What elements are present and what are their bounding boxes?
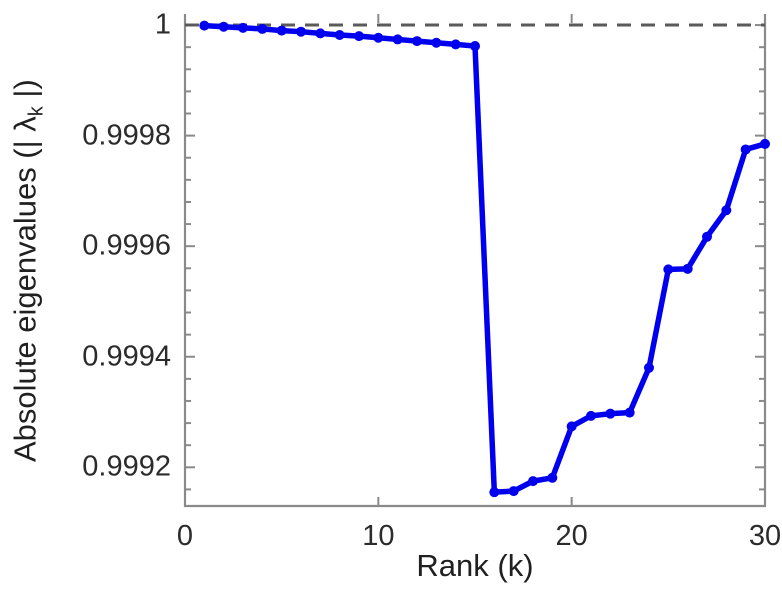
y-tick-label: 1 bbox=[154, 8, 171, 41]
data-point-marker bbox=[586, 410, 596, 421]
data-point-marker bbox=[334, 30, 345, 41]
data-point-marker bbox=[740, 144, 751, 155]
data-point-marker bbox=[199, 20, 210, 31]
data-point-marker bbox=[721, 205, 732, 216]
y-tick-label: 0.9992 bbox=[82, 450, 171, 483]
y-tick-label: 0.9996 bbox=[82, 229, 171, 262]
data-point-marker bbox=[450, 39, 461, 50]
data-point-marker bbox=[624, 407, 635, 418]
x-tick-label: 0 bbox=[176, 520, 194, 552]
data-point-marker bbox=[760, 138, 770, 149]
y-tick-label: 0.9998 bbox=[82, 119, 171, 152]
data-point-marker bbox=[644, 362, 654, 373]
x-tick-label: 20 bbox=[555, 520, 588, 552]
y-tick-label: 0.9994 bbox=[82, 340, 171, 373]
data-point-marker bbox=[218, 21, 229, 32]
y-axis-title-lambda: λ bbox=[7, 116, 43, 132]
x-tick-label: 10 bbox=[362, 520, 395, 552]
y-axis-title-main: Absolute eigenvalues (| bbox=[7, 131, 43, 463]
data-point-marker bbox=[412, 36, 422, 47]
data-point-marker bbox=[528, 476, 538, 487]
data-point-marker bbox=[373, 32, 384, 43]
data-point-marker bbox=[315, 28, 326, 39]
data-point-marker bbox=[431, 37, 442, 48]
data-point-marker bbox=[276, 25, 287, 36]
data-point-marker bbox=[605, 408, 616, 419]
eigenvalue-series bbox=[201, 22, 768, 495]
data-point-marker bbox=[296, 26, 306, 37]
data-point-marker bbox=[470, 41, 480, 52]
y-axis-title-tail: |) bbox=[7, 79, 43, 107]
y-axis-title: Absolute eigenvalues (| λk |) bbox=[7, 11, 48, 531]
data-point-marker bbox=[663, 264, 674, 275]
axis-box-path bbox=[183, 14, 767, 508]
data-point-marker bbox=[392, 34, 403, 45]
data-point-marker bbox=[257, 23, 268, 34]
x-axis-title: Rank (k) bbox=[416, 548, 534, 583]
data-point-marker bbox=[682, 263, 693, 274]
data-point-marker bbox=[489, 487, 500, 498]
data-point-marker bbox=[566, 421, 577, 432]
data-point-marker bbox=[508, 486, 519, 497]
x-tick-label: 30 bbox=[748, 520, 782, 552]
y-axis-title-subscript: k bbox=[25, 106, 48, 117]
tick-marks bbox=[184, 14, 766, 506]
data-point-marker bbox=[547, 472, 558, 483]
axis-box bbox=[183, 14, 767, 508]
data-point-marker bbox=[354, 31, 364, 42]
data-point-marker bbox=[702, 231, 712, 242]
eigenvalue-line bbox=[201, 22, 768, 495]
eigenvalue-markers bbox=[199, 20, 770, 498]
data-point-marker bbox=[238, 22, 248, 33]
